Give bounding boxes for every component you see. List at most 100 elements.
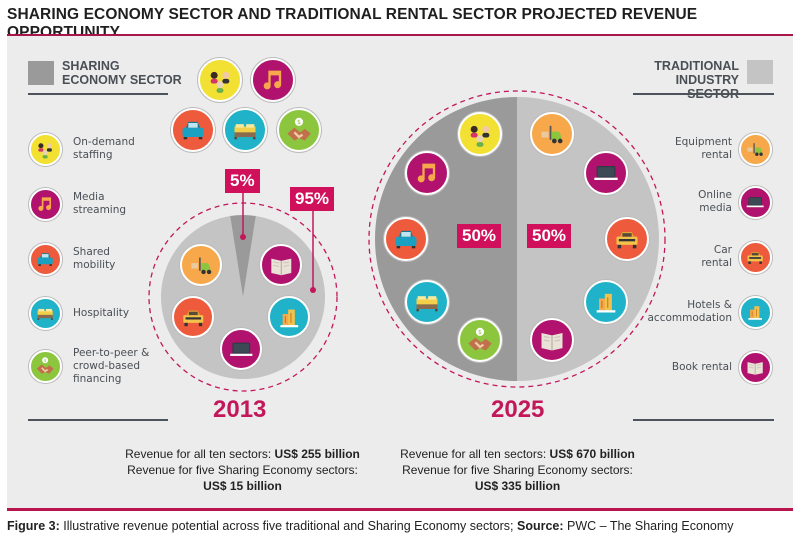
caption-source: PWC – The Sharing Economy bbox=[563, 519, 734, 533]
svg-text:$: $ bbox=[44, 358, 47, 363]
legend-label-line2: accommodation bbox=[647, 312, 733, 324]
figure-caption: Figure 3: Illustrative revenue potential… bbox=[7, 519, 734, 533]
legend-handshake-dollar-icon: $ bbox=[29, 350, 62, 383]
pie-2025-label-traditional: 50% bbox=[527, 224, 572, 248]
legend-label-line1: Media bbox=[73, 191, 105, 203]
legend-item-label: Shared mobility bbox=[73, 246, 193, 272]
pie-2013-leader-dot-traditional bbox=[310, 287, 316, 293]
legend-truck-icon bbox=[739, 241, 772, 274]
legend-label-line1: Car bbox=[713, 244, 732, 256]
legend-label-line3: financing bbox=[73, 372, 122, 385]
legend-label-line1: On-demand bbox=[73, 136, 135, 148]
legend-item-label: Media streaming bbox=[73, 191, 193, 217]
legend-label-line2: streaming bbox=[73, 204, 127, 216]
legend-label-line1: Shared bbox=[73, 246, 110, 258]
pie-2025-bed-icon bbox=[405, 280, 449, 324]
legend-item-label: Book rental bbox=[610, 361, 732, 374]
pie-2025-forklift-icon bbox=[530, 112, 574, 156]
pie-2025-truck-icon bbox=[605, 217, 649, 261]
revenue-sharing-label: Revenue for five Sharing Economy sectors… bbox=[127, 463, 358, 477]
legend-label-line1: Hotels & bbox=[687, 299, 732, 311]
pie-2013-leader-dot-sharing bbox=[240, 234, 246, 240]
legend-item-label: Online media bbox=[610, 189, 732, 215]
revenue-2013-all: Revenue for all ten sectors: US$ 255 bil… bbox=[110, 446, 375, 462]
pie-2025-car-icon bbox=[384, 217, 428, 261]
revenue-2025-all: Revenue for all ten sectors: US$ 670 bil… bbox=[385, 446, 650, 462]
sharing-heading-line1: SHARING bbox=[62, 59, 120, 73]
title-divider bbox=[7, 34, 793, 36]
legend-item-label: Equipment rental bbox=[610, 136, 732, 162]
traditional-heading-rule bbox=[633, 93, 774, 95]
pie-2013-hotel-building-icon bbox=[268, 296, 310, 338]
pie-2025-music-note-icon bbox=[405, 151, 449, 195]
legend-label-line2: rental bbox=[701, 149, 732, 161]
legend-people-icon bbox=[29, 133, 62, 166]
cluster-people-icon bbox=[198, 58, 242, 102]
legend-item-label: On-demand staffing bbox=[73, 136, 193, 162]
cluster-bed-icon bbox=[223, 108, 267, 152]
pie-2013-label-sharing: 5% bbox=[225, 169, 260, 193]
traditional-heading-line1: TRADITIONAL bbox=[654, 59, 739, 73]
legend-book-icon bbox=[739, 351, 772, 384]
legend-item-label: Peer-to-peer & crowd-based financing bbox=[73, 347, 193, 386]
pie-2025-hotel-building-icon bbox=[584, 280, 628, 324]
revenue-all-value: US$ 670 billion bbox=[549, 447, 635, 461]
legend-item-label: Hospitality bbox=[73, 307, 193, 320]
pie-2025-dashed-ring bbox=[368, 90, 666, 388]
sharing-heading-rule bbox=[28, 93, 168, 95]
revenue-sharing-value: US$ 335 billion bbox=[474, 479, 561, 493]
pie-2013-forklift-icon bbox=[180, 244, 222, 286]
legend-laptop-icon bbox=[739, 186, 772, 219]
right-bottom-rule bbox=[633, 419, 774, 421]
revenue-all-value: US$ 255 billion bbox=[274, 447, 360, 461]
pie-2025-handshake-dollar-icon: $ bbox=[458, 318, 502, 362]
pie-2013-laptop-icon bbox=[220, 328, 262, 370]
revenue-all-label: Revenue for all ten sectors: bbox=[400, 447, 550, 461]
left-bottom-rule bbox=[28, 419, 168, 421]
pie-2013-slice-sharing bbox=[230, 214, 256, 297]
revenue-sharing-value: US$ 15 billion bbox=[203, 479, 282, 493]
legend-label-line1: Hospitality bbox=[73, 306, 130, 319]
legend-label-line2: media bbox=[699, 202, 732, 214]
pie-2013-label-traditional: 95% bbox=[290, 187, 335, 211]
revenue-2013: Revenue for all ten sectors: US$ 255 bil… bbox=[110, 446, 375, 494]
caption-text: Illustrative revenue potential across fi… bbox=[59, 519, 517, 533]
sharing-sector-swatch bbox=[28, 61, 54, 85]
year-label-2025: 2025 bbox=[491, 396, 545, 423]
legend-bed-icon bbox=[29, 297, 62, 330]
traditional-legend-heading: TRADITIONAL INDUSTRY SECTOR bbox=[635, 59, 739, 101]
svg-text:$: $ bbox=[297, 120, 301, 126]
legend-item-label: Hotels & accommodation bbox=[610, 299, 733, 325]
sharing-legend-heading: SHARING ECONOMY SECTOR bbox=[62, 59, 182, 87]
legend-label-line1: Equipment bbox=[675, 136, 732, 148]
legend-label-line2: crowd-based bbox=[73, 359, 141, 372]
pie-2025-laptop-icon bbox=[584, 151, 628, 195]
revenue-2025: Revenue for all ten sectors: US$ 670 bil… bbox=[385, 446, 650, 494]
pie-2025-label-sharing: 50% bbox=[457, 224, 502, 248]
legend-label-line2: mobility bbox=[73, 259, 116, 271]
legend-label-line1: Peer-to-peer & bbox=[73, 346, 150, 359]
pie-2025-book-icon bbox=[530, 318, 574, 362]
caption-source-label: Source: bbox=[516, 519, 564, 533]
year-label-2013: 2013 bbox=[213, 396, 267, 423]
legend-label-line1: Book rental bbox=[671, 360, 732, 373]
cluster-handshake-dollar-icon: $ bbox=[277, 108, 321, 152]
caption-figure-label: Figure 3: bbox=[7, 519, 60, 533]
pie-2013-truck-icon bbox=[172, 296, 214, 338]
cluster-music-note-icon bbox=[251, 58, 295, 102]
legend-hotel-building-icon bbox=[739, 296, 772, 329]
revenue-sharing-label: Revenue for five Sharing Economy sectors… bbox=[402, 463, 633, 477]
legend-item-label: Car rental bbox=[610, 244, 732, 270]
legend-label-line2: staffing bbox=[73, 149, 113, 161]
legend-car-icon bbox=[29, 243, 62, 276]
cluster-car-icon bbox=[171, 108, 215, 152]
svg-text:$: $ bbox=[478, 330, 482, 336]
legend-music-note-icon bbox=[29, 188, 62, 221]
revenue-all-label: Revenue for all ten sectors: bbox=[125, 447, 275, 461]
legend-label-line2: rental bbox=[701, 257, 732, 269]
caption-divider bbox=[7, 508, 793, 511]
sharing-heading-line2: ECONOMY SECTOR bbox=[62, 73, 182, 87]
traditional-sector-swatch bbox=[747, 60, 773, 84]
pie-2025-people-icon bbox=[458, 112, 502, 156]
legend-forklift-icon bbox=[739, 133, 772, 166]
